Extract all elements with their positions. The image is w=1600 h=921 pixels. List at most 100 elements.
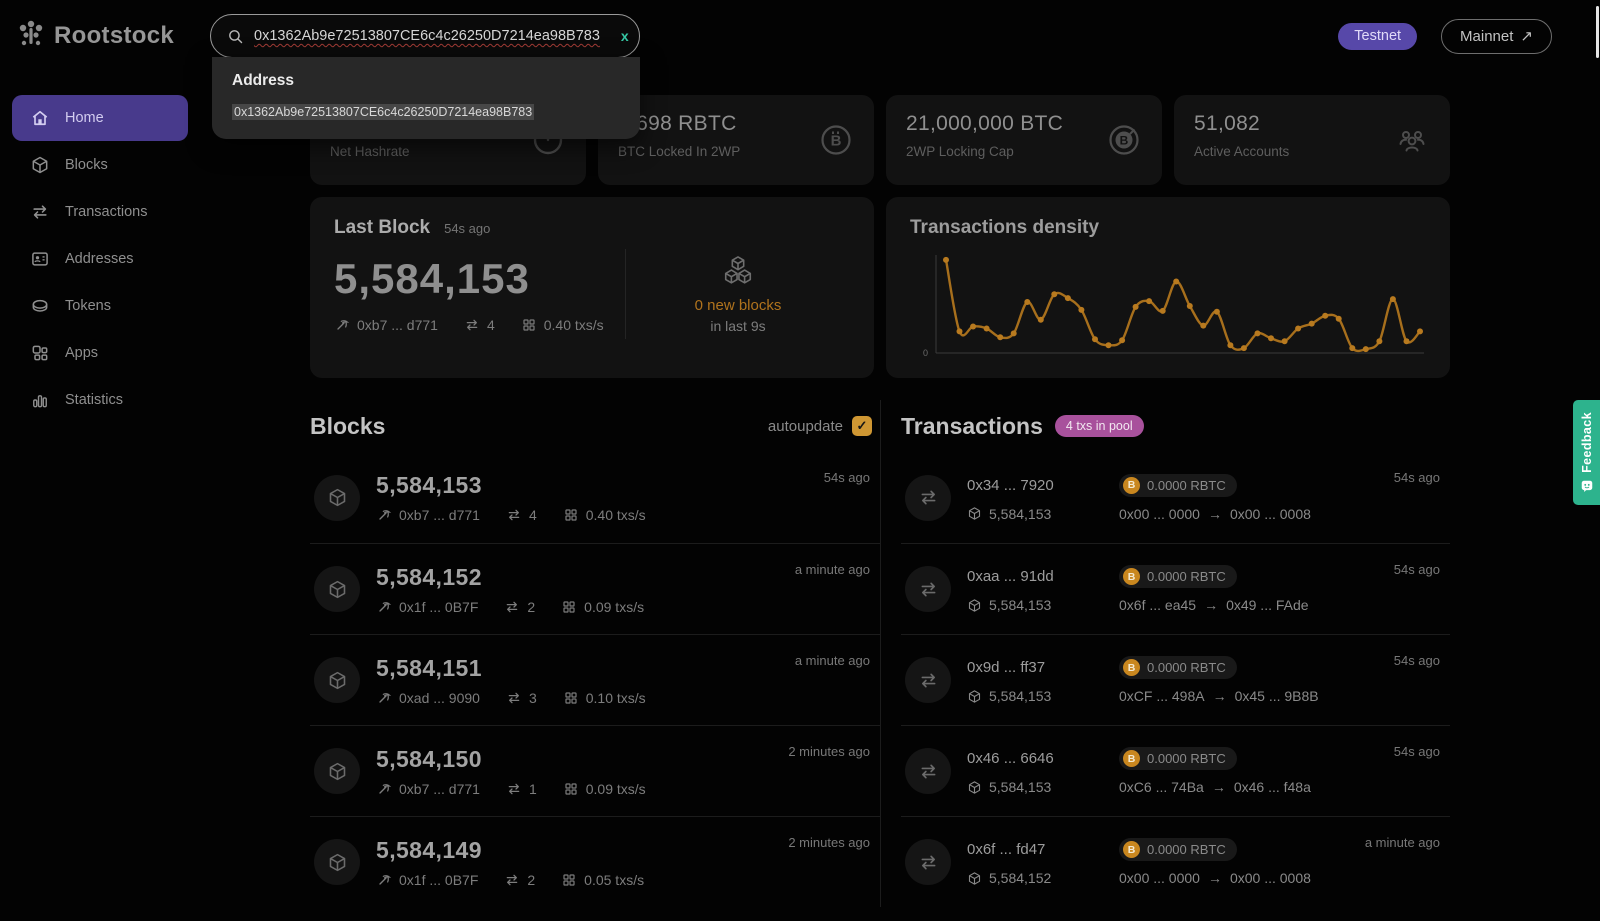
tx-from-link[interactable]: 0x00 ... 0000 (1119, 505, 1200, 522)
tx-block-link[interactable]: 5,584,153 (989, 597, 1052, 613)
tx-block-link[interactable]: 5,584,153 (989, 688, 1052, 704)
apps-grid-icon (30, 343, 50, 363)
arrow-right-icon: → (1207, 870, 1222, 886)
txs-in-pool-badge[interactable]: 4 txs in pool (1054, 415, 1144, 437)
sidebar-item-addresses[interactable]: Addresses (12, 236, 188, 282)
miner-pickaxe-icon (376, 872, 392, 888)
block-miner-link[interactable]: 0xb7 ... d771 (399, 780, 480, 797)
tx-swap-icon (905, 839, 951, 885)
tx-hash-link[interactable]: 0x9d ... ff37 (967, 659, 1046, 676)
swap-arrows-icon (506, 690, 522, 706)
block-number-link[interactable]: 5,584,150 (376, 745, 482, 772)
sidebar-item-apps[interactable]: Apps (12, 330, 188, 376)
miner-pickaxe-icon (376, 507, 392, 523)
tx-block-link[interactable]: 5,584,152 (989, 870, 1052, 886)
autoupdate-label: autoupdate (767, 417, 843, 435)
block-number-link[interactable]: 5,584,153 (376, 472, 482, 498)
sidebar-item-blocks[interactable]: Blocks (12, 142, 188, 188)
rbtc-icon: B (1123, 568, 1140, 585)
grid-icon (561, 872, 577, 888)
autoupdate-checkbox[interactable]: ✓ (852, 416, 872, 436)
block-miner-link[interactable]: 0xad ... 9090 (399, 689, 480, 706)
table-row[interactable]: 5,584,153 0xb7 ... d771 4 0.40 txs/s 54s a… (310, 452, 880, 543)
block-miner-link[interactable]: 0x1f ... 0B7F (399, 598, 479, 615)
tx-to-link[interactable]: 0x45 ... 9B8B (1234, 688, 1319, 704)
tx-hash-link[interactable]: 0x6f ... fd47 (967, 841, 1046, 858)
tx-timestamp: 54s ago (1393, 744, 1440, 759)
coin-icon (30, 296, 50, 316)
swap-arrows-icon (506, 781, 522, 797)
tx-amount-badge: B 0.0000 RBTC (1119, 656, 1237, 679)
tx-block-link[interactable]: 5,584,153 (989, 779, 1052, 795)
tx-amount-badge: B 0.0000 RBTC (1119, 747, 1237, 770)
search-value: 0x1362Ab9e72513807CE6c4c26250D7214ea98B7… (254, 28, 600, 44)
tx-block-link[interactable]: 5,584,153 (989, 505, 1052, 522)
tx-from-link[interactable]: 0x6f ... ea45 (1119, 597, 1197, 613)
cube-icon (967, 689, 982, 704)
sidebar: Home Blocks Transactions Addresses Token… (0, 72, 200, 424)
block-miner-link[interactable]: 0xb7 ... d771 (399, 507, 480, 523)
rbtc-icon: B (1123, 750, 1140, 767)
tx-hash-link[interactable]: 0x34 ... 7920 (967, 476, 1054, 494)
table-row[interactable]: 0xaa ... 91dd B 0.0000 RBTC 5,584,153 0x6f … (901, 543, 1450, 634)
rbtc-icon: B (1123, 841, 1140, 858)
rootstock-logo[interactable]: Rootstock (16, 19, 174, 53)
tx-from-link[interactable]: 0xCF ... 498A (1119, 688, 1205, 704)
tx-count: 4 (486, 317, 495, 333)
tx-to-link[interactable]: 0x00 ... 0008 (1229, 505, 1311, 522)
tx-to-link[interactable]: 0x49 ... FAde (1226, 597, 1309, 613)
tx-to-link[interactable]: 0x00 ... 0008 (1229, 870, 1311, 886)
table-row[interactable]: 0x6f ... fd47 B 0.0000 RBTC 5,584,152 0x00 … (901, 816, 1450, 907)
rootstock-flower-icon (16, 19, 46, 53)
feedback-label: Feedback (1579, 411, 1594, 473)
tx-to-link[interactable]: 0x46 ... f48a (1233, 779, 1311, 795)
block-miner-link[interactable]: 0x1f ... 0B7F (399, 871, 479, 888)
block-number-link[interactable]: 5,584,151 (376, 654, 482, 681)
arrow-right-icon: → (1207, 505, 1222, 522)
table-row[interactable]: 5,584,150 0xb7 ... d771 1 0.09 txs/s 2 min… (310, 725, 880, 816)
cubes-stack-icon (719, 255, 757, 289)
swap-arrows-icon (504, 599, 520, 615)
table-row[interactable]: 5,584,149 0x1f ... 0B7F 2 0.05 txs/s 2 min… (310, 816, 880, 907)
table-row[interactable]: 0x34 ... 7920 B 0.0000 RBTC 5,584,153 0x00 … (901, 452, 1450, 543)
stat-card-active-accounts: 51,082 Active Accounts (1174, 95, 1450, 185)
block-number-link[interactable]: 5,584,149 (376, 836, 482, 863)
tx-from-link[interactable]: 0xC6 ... 74Ba (1119, 779, 1204, 795)
tx-hash-link[interactable]: 0xaa ... 91dd (967, 568, 1054, 585)
grid-icon (561, 599, 577, 615)
bitcoin-icon (818, 122, 854, 158)
testnet-button[interactable]: Testnet (1338, 22, 1418, 50)
transactions-title: Transactions (901, 412, 1043, 439)
table-row[interactable]: 5,584,151 0xad ... 9090 3 0.10 txs/s a min… (310, 634, 880, 725)
stat-card-btc-locked: 5,698 RBTC BTC Locked In 2WP (598, 95, 874, 185)
home-icon (30, 108, 50, 128)
block-number-link[interactable]: 5,584,152 (376, 563, 482, 590)
tx-from-link[interactable]: 0x00 ... 0000 (1119, 870, 1200, 886)
bitcoin-target-icon (1106, 122, 1142, 158)
sidebar-item-transactions[interactable]: Transactions (12, 189, 188, 235)
transactions-density-panel: Transactions density 0 (886, 197, 1450, 378)
sidebar-item-home[interactable]: Home (12, 95, 188, 141)
stat-card-locking-cap: 21,000,000 BTC 2WP Locking Cap (886, 95, 1162, 185)
table-row[interactable]: 0x46 ... 6646 B 0.0000 RBTC 5,584,153 0xC6 … (901, 725, 1450, 816)
block-timestamp: a minute ago (794, 562, 870, 577)
last-block-number[interactable]: 5,584,153 (334, 255, 530, 302)
grid-icon (563, 690, 579, 706)
rbtc-icon: B (1123, 659, 1140, 676)
sidebar-item-tokens[interactable]: Tokens (12, 283, 188, 329)
search-input[interactable]: 0x1362Ab9e72513807CE6c4c26250D7214ea98B7… (210, 14, 640, 58)
feedback-button[interactable]: Feedback (1573, 400, 1600, 505)
grid-icon (563, 781, 579, 797)
scrollbar-thumb[interactable] (1596, 6, 1599, 58)
blocks-list: 5,584,153 0xb7 ... d771 4 0.40 txs/s 54s a… (310, 452, 880, 907)
table-row[interactable]: 5,584,152 0x1f ... 0B7F 2 0.09 txs/s a min… (310, 543, 880, 634)
sidebar-item-statistics[interactable]: Statistics (12, 377, 188, 423)
tx-hash-link[interactable]: 0x46 ... 6646 (967, 750, 1054, 767)
table-row[interactable]: 0x9d ... ff37 B 0.0000 RBTC 5,584,153 0xCF … (901, 634, 1450, 725)
clear-search-button[interactable]: x (620, 28, 629, 44)
miner-address-link[interactable]: 0xb7 ... d771 (357, 317, 438, 333)
arrow-right-icon: → (1204, 597, 1219, 613)
block-timestamp: 54s ago (823, 470, 870, 485)
address-result-item[interactable]: 0x1362Ab9e72513807CE6c4c26250D7214ea98B7… (232, 104, 535, 120)
mainnet-button[interactable]: Mainnet ↗ (1441, 18, 1552, 54)
